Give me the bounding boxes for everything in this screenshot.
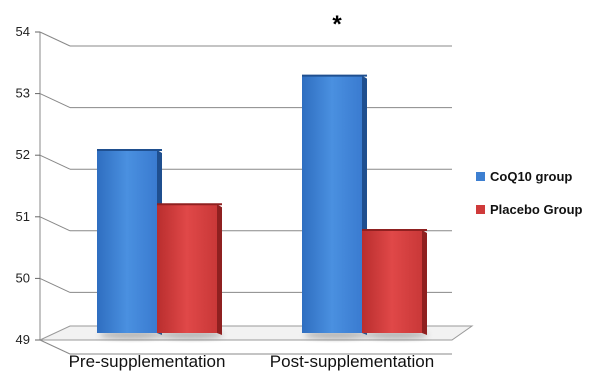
annotations: * [332,11,342,38]
legend: CoQ10 group Placebo Group [476,169,583,217]
y-tick-label: 49 [16,332,30,347]
y-tick-label: 50 [16,270,30,285]
gridline-diagonal [39,216,71,232]
y-tick-label: 53 [16,86,30,101]
bar-side [217,204,222,335]
y-tick-label: 52 [16,147,30,162]
legend-swatch [476,172,485,181]
x-category-label: Pre-supplementation [69,352,226,371]
x-category-label: Post-supplementation [270,352,434,371]
bar-side [422,230,427,335]
legend-label: Placebo Group [490,202,583,217]
gridline-diagonal [39,154,71,170]
x-axis-labels: Pre-supplementation Post-supplementation [69,352,435,371]
bar-coq10-group-1 [302,75,362,333]
significance-marker: * [332,11,342,38]
gridline-diagonal [39,339,71,355]
gridline-diagonal [39,93,71,109]
y-axis: 49 50 51 52 53 54 [16,24,41,347]
bar-coq10-group-0 [97,149,157,333]
gridline-diagonal [39,31,71,47]
bar-placebo-group-0 [157,204,217,333]
legend-label: CoQ10 group [490,169,572,184]
gridline-diagonal [39,277,71,293]
bar-placebo-group-1 [362,230,422,333]
y-tick-label: 51 [16,209,30,224]
y-tick-label: 54 [16,24,30,39]
legend-swatch [476,205,485,214]
bars [97,74,428,339]
